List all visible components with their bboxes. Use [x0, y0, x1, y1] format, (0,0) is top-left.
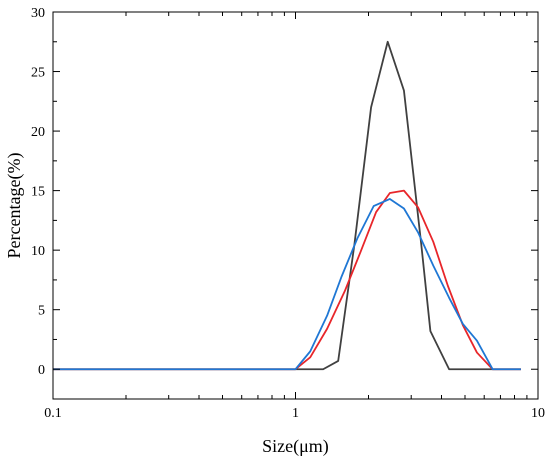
x-tick-label: 10 — [531, 406, 545, 421]
x-tick-label: 0.1 — [44, 406, 62, 421]
series-line-2 — [53, 189, 521, 371]
series-line-3 — [53, 198, 521, 371]
y-tick-label: 20 — [31, 125, 45, 140]
y-tick-label: 0 — [38, 363, 45, 378]
tick-layer: 0.1 1 10 0 5 10 15 20 25 30 — [31, 6, 545, 421]
y-tick-label: 5 — [38, 304, 45, 319]
series-line-1 — [53, 40, 521, 371]
y-tick-label: 10 — [31, 244, 45, 259]
series-layer — [53, 40, 521, 371]
y-tick-label: 15 — [31, 185, 45, 200]
y-tick-label: 25 — [31, 66, 45, 81]
x-axis-title: Size(μm) — [262, 436, 329, 457]
y-axis-title: Percentage(%) — [4, 153, 25, 259]
plot-frame — [52, 11, 539, 400]
x-tick-label: 1 — [292, 406, 299, 421]
y-tick-label: 30 — [31, 6, 45, 21]
